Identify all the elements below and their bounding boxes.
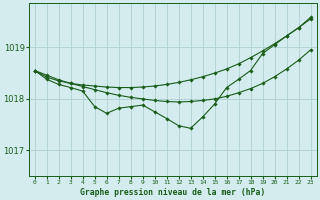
X-axis label: Graphe pression niveau de la mer (hPa): Graphe pression niveau de la mer (hPa)	[80, 188, 265, 197]
